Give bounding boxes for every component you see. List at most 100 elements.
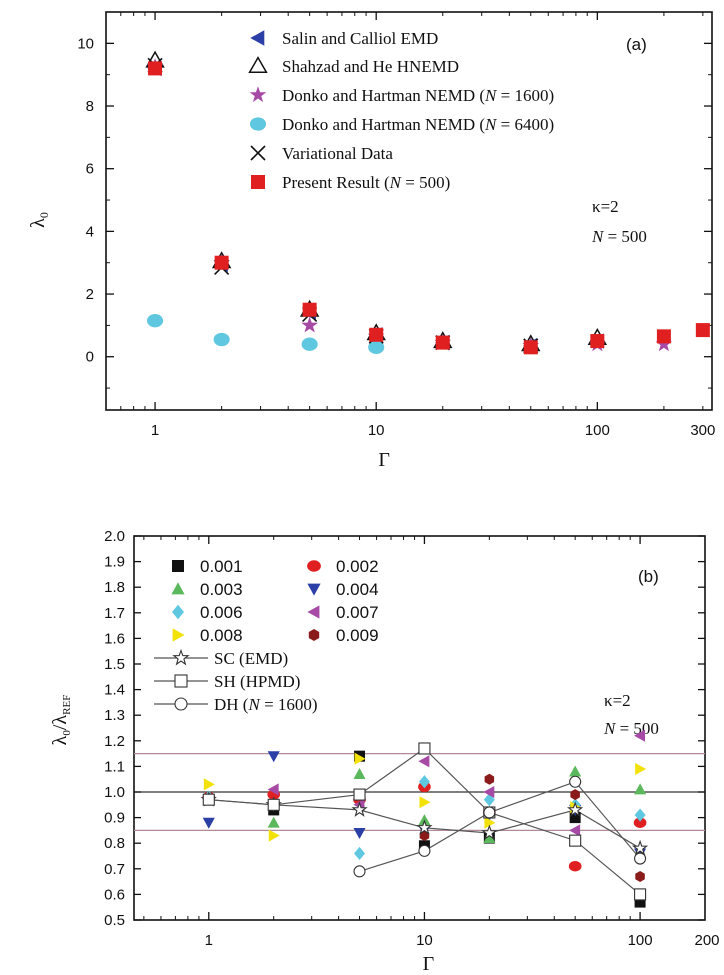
data-point <box>368 340 385 354</box>
y-tick-label: 1.9 <box>104 554 125 571</box>
panel-label-b: (b) <box>638 567 659 586</box>
legend-marker <box>249 86 267 103</box>
data-point <box>353 828 366 840</box>
data-point <box>214 255 229 270</box>
data-point <box>635 871 645 882</box>
data-point <box>301 337 318 351</box>
y-tick-label: 0.7 <box>104 861 125 878</box>
y-axis-label: λ0/λREF <box>49 695 73 746</box>
x-axis-label: Γ <box>423 953 435 975</box>
y-tick-label: 1.4 <box>104 682 125 699</box>
data-point <box>634 888 647 901</box>
legend-entry: 0.006 <box>200 603 243 622</box>
series <box>353 775 647 878</box>
annotation-kappa: κ=2 <box>592 197 619 216</box>
y-tick-label: 6 <box>86 161 94 178</box>
y-tick-label: 1.5 <box>104 656 125 673</box>
legend-entry: 0.007 <box>336 603 379 622</box>
data-point <box>301 316 318 333</box>
data-point <box>656 329 671 344</box>
legend-marker <box>172 628 185 642</box>
legend-marker <box>172 604 184 620</box>
data-point <box>695 323 710 338</box>
data-point <box>418 844 431 857</box>
data-point <box>267 798 280 811</box>
data-point <box>569 765 582 777</box>
data-point <box>484 816 496 829</box>
legend-b: 0.001 0.002 0.003 0.004 0.006 0.007 0.008 0.009… <box>154 557 379 714</box>
y-tick-label: 2 <box>86 286 94 303</box>
data-point <box>418 742 431 755</box>
data-point <box>569 824 581 837</box>
legend-marker <box>308 629 320 641</box>
data-point <box>566 801 584 817</box>
legend-entry: 0.009 <box>336 626 379 645</box>
data-point <box>634 896 646 908</box>
legend-entry: Salin and Calliol EMD <box>282 29 438 48</box>
legend-entry: Donko and Hartman NEMD (N = 1600) <box>282 86 554 105</box>
data-point <box>147 314 164 328</box>
legend-entry: 0.002 <box>336 557 379 576</box>
data-point <box>202 817 215 829</box>
series <box>419 773 645 882</box>
legend-marker <box>307 583 321 596</box>
x-tick-label: 10 <box>368 422 385 439</box>
data-point <box>267 783 279 796</box>
data-point <box>267 816 280 828</box>
data-point <box>202 793 215 806</box>
legend-entry: SC (EMD) <box>214 649 288 668</box>
series-line <box>359 781 641 872</box>
legend-marker <box>171 582 185 595</box>
data-point <box>569 812 581 824</box>
panel-b-frame <box>133 535 706 921</box>
data-point <box>416 819 433 835</box>
data-point <box>590 334 605 349</box>
data-point <box>635 762 647 776</box>
y-tick-label: 0 <box>86 349 94 366</box>
y-tick-label: 10 <box>77 35 94 52</box>
data-point <box>148 61 163 76</box>
data-point <box>634 852 647 865</box>
data-point <box>483 785 495 799</box>
y-tick-label: 0.5 <box>104 912 125 929</box>
annotation-kappa: κ=2 <box>604 691 631 710</box>
legend-entry: Present Result (N = 500) <box>282 173 450 192</box>
legend-marker <box>307 605 320 619</box>
panel-label-a: (a) <box>626 35 647 54</box>
y-tick-label: 1.3 <box>104 707 125 724</box>
legend-marker <box>250 145 266 161</box>
legend-marker <box>172 648 190 666</box>
y-tick-label: 0.6 <box>104 886 125 903</box>
legend-entry: Shahzad and He HNEMD <box>282 57 459 76</box>
annotation-n: N = 500 <box>603 719 659 738</box>
series <box>147 314 385 354</box>
y-tick-label: 0.9 <box>104 810 125 827</box>
annotation-n: N = 500 <box>591 227 647 246</box>
data-point <box>267 751 280 763</box>
y-tick-label: 0.8 <box>104 835 125 852</box>
series <box>148 61 710 355</box>
legend-entry: SH (HPMD) <box>214 672 300 691</box>
x-tick-label: 100 <box>628 932 653 949</box>
data-point <box>353 768 366 780</box>
y-tick-label: 2.0 <box>104 528 125 545</box>
x-tick-label: 100 <box>585 422 610 439</box>
data-point <box>203 778 215 791</box>
y-tick-label: 1.0 <box>104 784 125 801</box>
legend-entry: 0.008 <box>200 626 243 645</box>
data-point <box>354 846 366 861</box>
legend-marker <box>248 56 268 74</box>
legend-marker <box>172 560 184 572</box>
data-point <box>484 773 495 785</box>
legend-marker <box>250 30 265 46</box>
data-point <box>634 729 646 742</box>
data-point <box>418 775 430 789</box>
legend-marker <box>174 674 188 688</box>
data-point <box>435 335 450 350</box>
legend-marker <box>251 175 265 189</box>
data-point <box>353 865 366 878</box>
legend-entry: 0.003 <box>200 580 243 599</box>
panel-b: 0.5 0.6 0.7 0.8 0.9 1.0 1.1 1.2 1.3 1.4 1.5 1.6 1.7 1… <box>49 528 720 975</box>
data-point <box>351 801 368 817</box>
data-point <box>369 327 384 342</box>
